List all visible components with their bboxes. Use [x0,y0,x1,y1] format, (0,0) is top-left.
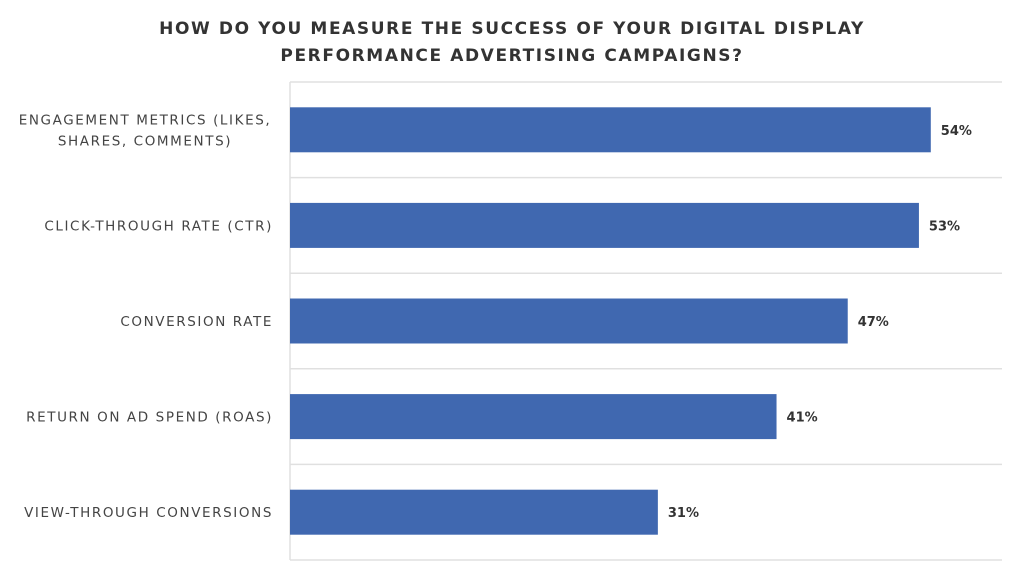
bar-4 [290,394,777,440]
category-label-1: ENGAGEMENT METRICS (LIKES, SHARES, COMMEN… [19,112,272,149]
bar-1 [290,107,931,153]
category-label-line: VIEW-THROUGH CONVERSIONS [24,505,273,521]
data-label-5: 31% [668,506,699,521]
category-label-line: SHARES, COMMENTS) [58,133,232,149]
bar-2 [290,202,919,248]
category-label-line: RETURN ON AD SPEND (ROAS) [26,410,273,426]
chart-title: HOW DO YOU MEASURE THE SUCCESS OF YOUR D… [0,16,1024,70]
category-label-5: VIEW-THROUGH CONVERSIONS [24,505,273,521]
category-label-line: ENGAGEMENT METRICS (LIKES, [19,112,272,128]
bar-3 [290,298,848,344]
chart-title-line-1: HOW DO YOU MEASURE THE SUCCESS OF YOUR D… [159,19,865,39]
bar-5 [290,489,658,535]
category-label-4: RETURN ON AD SPEND (ROAS) [26,410,273,426]
data-label-1: 54% [941,124,972,139]
category-label-2: CLICK-THROUGH RATE (CTR) [44,218,273,234]
category-label-3: CONVERSION RATE [120,314,273,330]
data-label-2: 53% [929,219,960,234]
data-label-3: 47% [858,315,889,330]
category-label-line: CLICK-THROUGH RATE (CTR) [44,218,273,234]
chart-title-line-2: PERFORMANCE ADVERTISING CAMPAIGNS? [280,46,744,66]
category-label-line: CONVERSION RATE [120,314,273,330]
data-label-4: 41% [787,411,818,426]
